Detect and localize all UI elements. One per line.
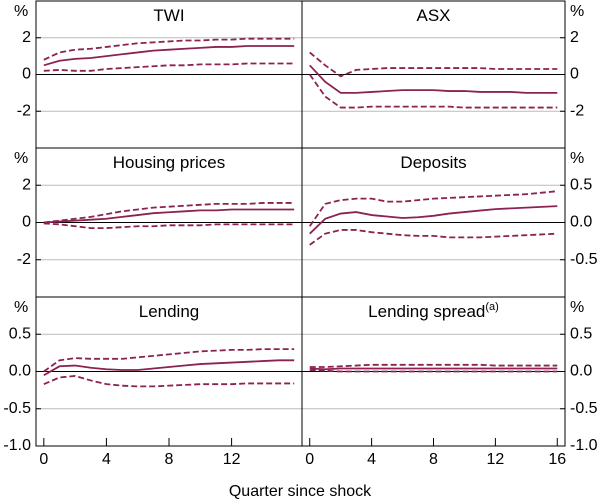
panel-title-text: Housing prices <box>113 153 225 172</box>
y-unit-label: % <box>14 3 28 20</box>
y-unit-label: % <box>570 299 584 316</box>
y-unit-label: % <box>570 3 584 20</box>
x-tick-label: 16 <box>548 451 566 468</box>
x-tick-label: 0 <box>305 451 314 468</box>
series-line <box>308 73 558 109</box>
y-tick-label: 0.0 <box>570 214 592 231</box>
panel-title-text: ASX <box>416 6 450 25</box>
panel-title: TWI <box>153 6 184 25</box>
series-line <box>43 45 295 67</box>
y-tick-label: 2 <box>22 176 31 193</box>
y-tick-label: -0.5 <box>570 251 598 268</box>
series-line <box>43 208 295 224</box>
y-tick-label: 0.5 <box>570 176 592 193</box>
y-tick-label: -1.0 <box>3 437 31 454</box>
series-line <box>309 64 558 94</box>
series-line <box>43 375 295 388</box>
y-tick-label: 0.5 <box>570 325 592 342</box>
y-tick-label: 0.5 <box>9 325 31 342</box>
y-tick-label: -1.0 <box>570 437 598 454</box>
panel-title: Housing prices <box>113 153 225 172</box>
x-tick-label: 8 <box>429 451 438 468</box>
series-line <box>43 359 295 377</box>
y-tick-label: 0 <box>22 66 31 83</box>
y-tick-label: -2 <box>17 251 31 268</box>
x-tick-label: 12 <box>223 451 241 468</box>
y-unit-label: % <box>14 299 28 316</box>
series-line <box>309 205 558 235</box>
panel-title: Deposits <box>400 153 466 172</box>
x-tick-label: 0 <box>39 451 48 468</box>
y-tick-label: -2 <box>570 102 584 119</box>
y-unit-label: % <box>14 150 28 167</box>
panel-title-text: TWI <box>153 6 184 25</box>
series-line <box>309 367 558 371</box>
series-line <box>308 190 558 227</box>
series-line <box>309 363 558 368</box>
series-line <box>309 51 558 78</box>
y-tick-label: 2 <box>22 29 31 46</box>
x-tick-label: 4 <box>367 451 376 468</box>
y-tick-label: -2 <box>17 102 31 119</box>
x-axis-label: Quarter since shock <box>229 483 372 500</box>
panel-title-text: Deposits <box>400 153 466 172</box>
panel-title: Lending <box>139 302 200 321</box>
x-tick-label: 8 <box>165 451 174 468</box>
panel-title-text: Lending <box>139 302 200 321</box>
panel-title-note: (a) <box>485 301 498 313</box>
y-tick-label: 0 <box>22 214 31 231</box>
panel-frame <box>301 296 566 447</box>
series-line <box>309 229 558 246</box>
y-tick-label: 2 <box>570 29 579 46</box>
x-tick-label: 4 <box>102 451 111 468</box>
y-tick-label: 0.0 <box>570 363 592 380</box>
panel-title: Lending spread(a) <box>368 301 499 322</box>
series-line <box>43 37 295 61</box>
y-tick-label: 0.0 <box>9 363 31 380</box>
series-line <box>309 369 558 373</box>
y-tick-label: 0 <box>570 66 579 83</box>
y-tick-label: -0.5 <box>3 400 31 417</box>
series-line <box>43 222 295 229</box>
series-line <box>43 62 295 72</box>
y-unit-label: % <box>570 150 584 167</box>
panel-title-text: Lending spread <box>368 302 485 321</box>
x-tick-label: 12 <box>486 451 504 468</box>
y-tick-label: -0.5 <box>570 400 598 417</box>
panel-title: ASX <box>416 6 450 25</box>
series-line <box>43 348 295 373</box>
series-line <box>43 202 295 224</box>
